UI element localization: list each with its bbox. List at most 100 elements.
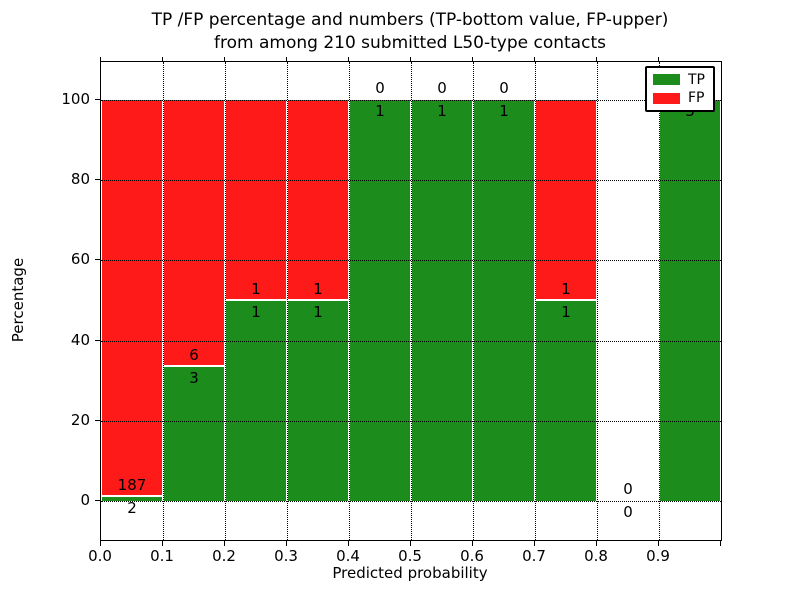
x-tick-mark	[224, 541, 225, 546]
gridline-vertical	[163, 62, 164, 540]
gridline-vertical	[287, 62, 288, 540]
gridline-horizontal	[101, 260, 721, 262]
x-top-tick-mark	[472, 57, 473, 61]
bar-segment-fp	[536, 100, 596, 299]
x-tick-label: 0.7	[522, 547, 546, 565]
x-top-tick-mark	[658, 57, 659, 61]
x-tick-mark	[720, 541, 721, 546]
x-tick-mark	[534, 541, 535, 546]
x-top-tick-mark	[596, 57, 597, 61]
bar-segment-fp	[226, 100, 286, 299]
x-tick-mark	[100, 541, 101, 546]
x-tick-mark	[410, 541, 411, 546]
bar-segment-fp	[102, 100, 162, 495]
tp-count-label: 2	[127, 498, 137, 517]
x-tick-label: 0.9	[646, 547, 670, 565]
gridline-vertical	[225, 62, 226, 540]
legend-item-fp: FP	[653, 89, 707, 107]
legend: TP FP	[645, 66, 715, 112]
x-top-tick-mark	[162, 57, 163, 61]
gridline-vertical	[535, 62, 536, 540]
tp-count-label: 1	[561, 302, 571, 321]
fp-count-label: 6	[189, 346, 199, 365]
gridline-horizontal	[101, 340, 721, 342]
x-tick-mark	[286, 541, 287, 546]
fp-swatch-icon	[653, 92, 680, 104]
gridline-horizontal	[101, 420, 721, 422]
gridline-vertical	[473, 62, 474, 540]
bar-segment-tp	[164, 367, 224, 501]
x-top-tick-mark	[100, 57, 101, 61]
x-tick-mark	[472, 541, 473, 546]
fp-count-label: 0	[499, 79, 509, 97]
x-tick-label: 0.6	[460, 547, 484, 565]
y-tick-mark	[95, 259, 100, 261]
tp-swatch-icon	[653, 74, 680, 86]
y-tick-mark	[95, 339, 100, 341]
fp-count-label: 0	[375, 79, 385, 97]
plot-area: 1872631111010101110003	[100, 61, 722, 541]
x-tick-mark	[348, 541, 349, 546]
gridline-horizontal	[101, 501, 721, 502]
x-top-tick-mark	[348, 57, 349, 61]
fp-count-label: 0	[623, 480, 633, 498]
legend-label-fp: FP	[688, 90, 705, 107]
y-tick-mark	[95, 500, 100, 501]
tp-count-label: 1	[375, 102, 385, 120]
y-tick-label: 100	[61, 90, 90, 108]
y-tick-label: 60	[70, 250, 90, 269]
x-tick-mark	[658, 541, 659, 546]
fp-count-label: 0	[437, 79, 447, 97]
y-tick-label: 20	[70, 410, 90, 429]
fp-count-label: 187	[117, 475, 147, 494]
y-tick-mark	[95, 179, 100, 181]
x-tick-label: 0.3	[274, 547, 298, 565]
x-tick-label: 0.1	[150, 547, 174, 565]
bar-segment-tp	[412, 100, 472, 501]
y-tick-label: 0	[80, 491, 90, 509]
tp-count-label: 1	[437, 102, 447, 120]
fp-count-label: 1	[561, 279, 571, 298]
x-tick-mark	[162, 541, 163, 546]
legend-label-tp: TP	[688, 71, 705, 88]
x-tick-label: 0.4	[336, 547, 360, 565]
bar-segment-tp	[660, 100, 720, 501]
y-tick-mark	[95, 419, 100, 421]
x-tick-label: 0.2	[212, 547, 236, 565]
y-tick-mark	[95, 99, 100, 100]
y-tick-label: 80	[70, 170, 90, 189]
gridline-vertical	[411, 62, 412, 540]
bar-segment-tp	[536, 300, 596, 501]
x-axis-title: Predicted probability	[332, 564, 488, 582]
tp-count-label: 1	[499, 102, 509, 120]
x-tick-label: 0.8	[584, 547, 608, 565]
y-axis-title: Percentage	[9, 257, 27, 343]
x-tick-label: 0.5	[398, 547, 422, 565]
gridline-vertical	[597, 62, 598, 540]
bar-segment-fp	[164, 100, 224, 366]
fp-count-label: 1	[313, 279, 323, 298]
legend-item-tp: TP	[653, 71, 707, 89]
bar-segment-tp	[350, 100, 410, 501]
bar-segment-tp	[288, 300, 348, 501]
gridline-horizontal	[101, 180, 721, 182]
x-top-tick-mark	[224, 57, 225, 61]
bar-segment-tp	[226, 300, 286, 501]
x-tick-mark	[596, 541, 597, 546]
gridline-vertical	[659, 62, 660, 540]
chart-title-line2: from among 210 submitted L50-type contac…	[214, 33, 606, 53]
tp-count-label: 1	[313, 302, 323, 321]
chart-title: TP /FP percentage and numbers (TP-bottom…	[100, 9, 720, 55]
tp-count-label: 0	[623, 503, 633, 521]
gridline-horizontal	[101, 100, 721, 101]
tp-count-label: 1	[251, 302, 261, 321]
x-tick-label: 0.0	[88, 547, 112, 565]
y-tick-label: 40	[70, 330, 90, 349]
bar-segment-tp	[102, 496, 162, 501]
tp-count-label: 3	[189, 369, 199, 388]
chart-title-line1: TP /FP percentage and numbers (TP-bottom…	[151, 10, 669, 30]
bar-segment-fp	[288, 100, 348, 299]
fp-count-label: 1	[251, 279, 261, 298]
x-top-tick-mark	[534, 57, 535, 61]
